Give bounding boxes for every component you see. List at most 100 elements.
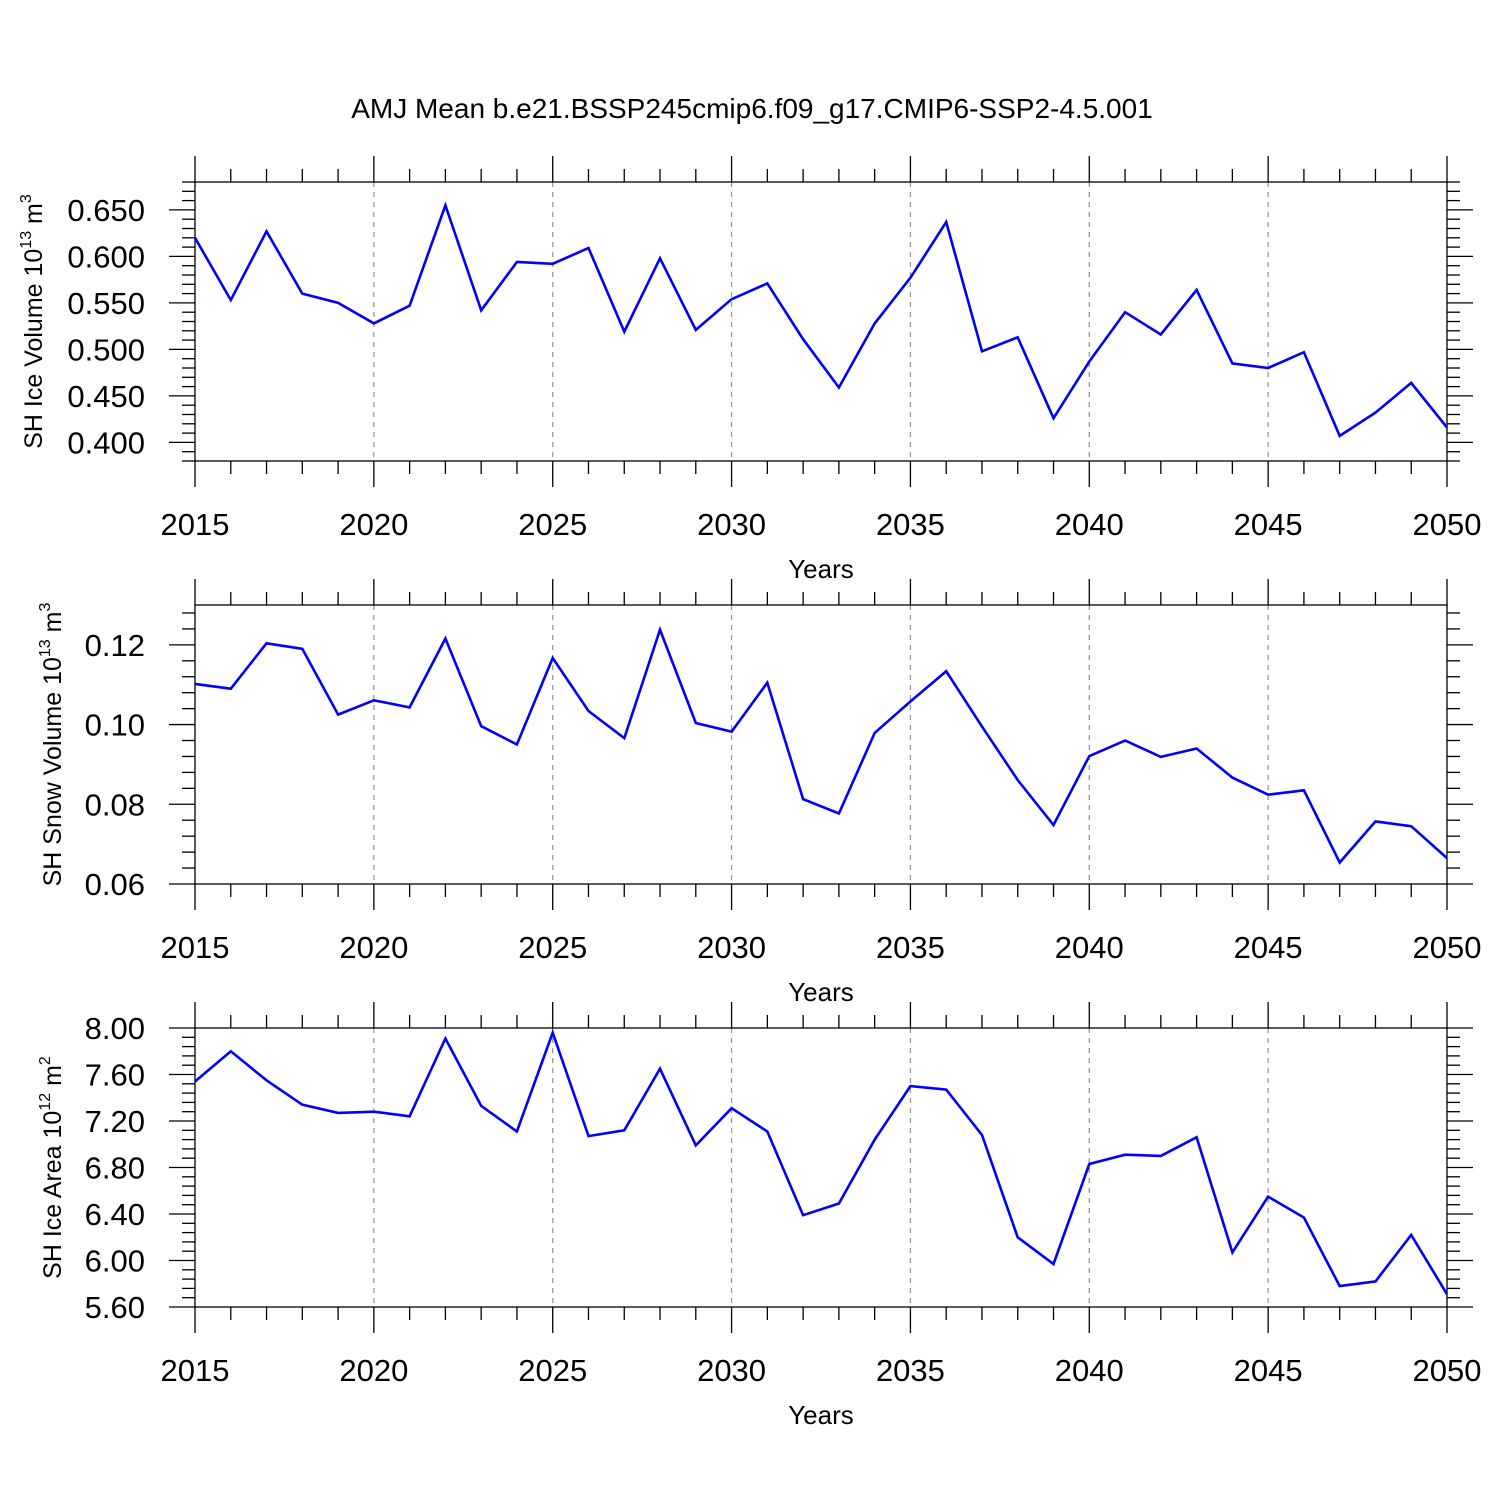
data-point bbox=[873, 1138, 875, 1140]
x-tick-label: 2040 bbox=[1055, 507, 1124, 542]
data-point bbox=[480, 725, 482, 727]
y-tick-label: 6.00 bbox=[85, 1244, 145, 1279]
data-point bbox=[1160, 756, 1162, 758]
y-axis-label-main: SH Ice Volume 10 bbox=[20, 249, 48, 449]
data-point bbox=[1446, 857, 1448, 859]
data-point bbox=[766, 282, 768, 284]
data-point bbox=[265, 230, 267, 232]
y-axis-label-unit-exponent: 3 bbox=[18, 194, 35, 203]
data-point bbox=[444, 637, 446, 639]
data-point bbox=[1195, 1136, 1197, 1138]
x-tick-label: 2030 bbox=[697, 507, 766, 542]
y-tick-label: 8.00 bbox=[85, 1011, 145, 1046]
data-point bbox=[1160, 333, 1162, 335]
x-tick-label: 2030 bbox=[697, 930, 766, 965]
data-point bbox=[1374, 1280, 1376, 1282]
data-point bbox=[587, 247, 589, 249]
y-tick-label: 6.80 bbox=[85, 1151, 145, 1186]
data-point bbox=[695, 722, 697, 724]
data-point bbox=[1231, 1251, 1233, 1253]
data-point bbox=[1195, 289, 1197, 291]
data-point bbox=[730, 298, 732, 300]
x-tick-label: 2025 bbox=[518, 1353, 587, 1388]
data-point bbox=[1088, 755, 1090, 757]
data-point bbox=[981, 725, 983, 727]
x-tick-label: 2015 bbox=[161, 507, 230, 542]
y-tick-label: 0.10 bbox=[85, 708, 145, 743]
data-point bbox=[516, 261, 518, 263]
x-tick-label: 2035 bbox=[876, 930, 945, 965]
data-point bbox=[695, 1144, 697, 1146]
data-point bbox=[301, 292, 303, 294]
y-axis-label: SH Snow Volume 1013 m3 bbox=[37, 603, 67, 887]
data-point bbox=[373, 699, 375, 701]
data-point bbox=[623, 737, 625, 739]
y-axis-label-main: SH Ice Area 10 bbox=[39, 1111, 67, 1279]
data-point bbox=[1052, 824, 1054, 826]
data-point bbox=[659, 257, 661, 259]
data-point bbox=[1195, 747, 1197, 749]
data-point bbox=[1338, 861, 1340, 863]
data-point bbox=[194, 237, 196, 239]
x-tick-label: 2040 bbox=[1055, 930, 1124, 965]
x-tick-label: 2050 bbox=[1413, 1353, 1482, 1388]
data-point bbox=[873, 322, 875, 324]
data-point bbox=[230, 299, 232, 301]
data-point bbox=[838, 386, 840, 388]
data-point bbox=[265, 642, 267, 644]
y-tick-label: 7.60 bbox=[85, 1058, 145, 1093]
data-point bbox=[730, 731, 732, 733]
data-point bbox=[1267, 367, 1269, 369]
plot-frame bbox=[194, 181, 1448, 462]
data-point bbox=[301, 1104, 303, 1106]
data-point bbox=[1160, 1155, 1162, 1157]
data-point bbox=[373, 1111, 375, 1113]
data-point bbox=[1303, 351, 1305, 353]
data-point bbox=[1124, 1154, 1126, 1156]
data-point bbox=[981, 350, 983, 352]
panel-snow-volume: 2015 2020 2025 2030 2035 2040 2045 2050 Years 0.0… bbox=[37, 579, 1481, 1007]
data-point bbox=[194, 1080, 196, 1082]
data-point bbox=[909, 700, 911, 702]
data-point bbox=[1410, 382, 1412, 384]
data-point bbox=[766, 1130, 768, 1132]
data-point bbox=[230, 688, 232, 690]
x-tick-label: 2015 bbox=[161, 930, 230, 965]
data-point bbox=[1338, 435, 1340, 437]
data-point bbox=[1303, 789, 1305, 791]
y-tick-label: 0.08 bbox=[85, 787, 145, 822]
data-point bbox=[838, 1202, 840, 1204]
plot-frame bbox=[194, 1027, 1448, 1308]
x-tick-label: 2050 bbox=[1413, 930, 1482, 965]
data-point bbox=[1303, 1216, 1305, 1218]
data-point bbox=[1446, 1293, 1448, 1295]
y-axis-label-unit: m bbox=[20, 203, 48, 231]
data-point bbox=[337, 1112, 339, 1114]
data-point bbox=[552, 263, 554, 265]
y-axis-label-exponent: 13 bbox=[18, 231, 35, 249]
x-tick-label: 2025 bbox=[518, 930, 587, 965]
panel-ice-area: 2015 2020 2025 2030 2035 2040 2045 2050 Years 5.6… bbox=[37, 1002, 1481, 1430]
y-tick-label: 7.20 bbox=[85, 1104, 145, 1139]
data-point bbox=[516, 1130, 518, 1132]
x-tick-label: 2035 bbox=[876, 1353, 945, 1388]
x-tick-label: 2045 bbox=[1234, 930, 1303, 965]
data-point bbox=[1231, 362, 1233, 364]
data-point bbox=[337, 713, 339, 715]
plot-frame bbox=[194, 604, 1448, 885]
x-axis-label: Years bbox=[788, 1400, 854, 1430]
x-tick-label: 2050 bbox=[1413, 507, 1482, 542]
data-point bbox=[444, 1037, 446, 1039]
x-tick-label: 2025 bbox=[518, 507, 587, 542]
data-point bbox=[1338, 1285, 1340, 1287]
y-axis-label-exponent: 12 bbox=[37, 1093, 54, 1111]
y-axis-label-unit: m bbox=[39, 1065, 67, 1093]
x-tick-label: 2035 bbox=[876, 507, 945, 542]
x-axis-label: Years bbox=[788, 554, 854, 584]
data-point bbox=[480, 1105, 482, 1107]
data-point bbox=[1231, 776, 1233, 778]
panels: 2015 2020 2025 2030 2035 2040 2045 2050 Years 0.4… bbox=[18, 156, 1481, 1430]
y-tick-label: 5.60 bbox=[85, 1290, 145, 1325]
data-point bbox=[659, 1067, 661, 1069]
data-point bbox=[1374, 820, 1376, 822]
